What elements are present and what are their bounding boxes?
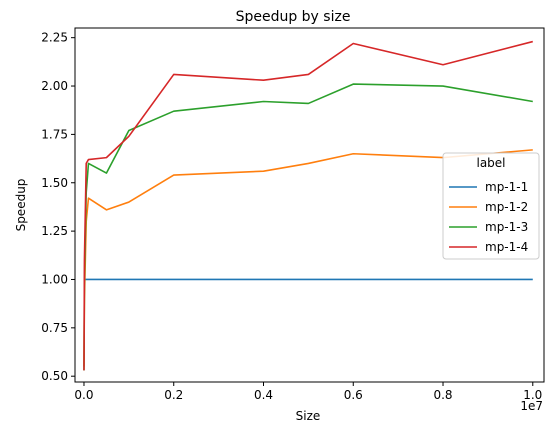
y-tick-label: 1.00	[41, 272, 68, 286]
series-line-mp-1-4	[83, 40, 533, 371]
y-tick-label: 2.25	[41, 31, 68, 45]
x-axis-label: Size	[296, 409, 321, 423]
plot-frame	[74, 27, 545, 383]
legend-items: mp-1-1 mp-1-2 mp-1-3 mp-1-4	[449, 180, 528, 254]
x-tick-label: 0.2	[164, 388, 183, 402]
x-tick-label: 0.6	[344, 388, 363, 402]
y-tick-label: 1.25	[41, 224, 68, 238]
y-tick-label: 0.75	[41, 321, 68, 335]
x-tick-label: 0.0	[74, 388, 93, 402]
legend-label-mp-1-3: mp-1-3	[485, 220, 528, 234]
legend-box	[442, 152, 540, 260]
x-axis: 0.0 0.2 0.4 0.6 0.8 1.0	[74, 382, 542, 402]
y-axis: 0.50 0.75 1.00 1.25 1.50 1.75 2.00 2.25	[41, 31, 75, 383]
legend-label-mp-1-1: mp-1-1	[485, 180, 528, 194]
x-offset-label: 1e7	[520, 399, 543, 413]
legend-label-mp-1-4: mp-1-4	[485, 240, 528, 254]
x-tick-label: 0.4	[254, 388, 273, 402]
legend-label-mp-1-2: mp-1-2	[485, 200, 528, 214]
legend: label mp-1-1 mp-1-2 mp-1-3 mp-1-4	[442, 152, 540, 260]
legend-title: label	[476, 156, 505, 170]
y-tick-label: 1.50	[41, 176, 68, 190]
y-axis-label: Speedup	[14, 179, 28, 232]
plot-area	[83, 40, 533, 371]
y-tick-label: 1.75	[41, 127, 68, 141]
y-tick-label: 2.00	[41, 79, 68, 93]
x-tick-label: 1.0	[523, 388, 542, 402]
x-tick-label: 0.8	[433, 388, 452, 402]
chart-title: Speedup by size	[236, 9, 351, 25]
y-tick-label: 0.50	[41, 369, 68, 383]
